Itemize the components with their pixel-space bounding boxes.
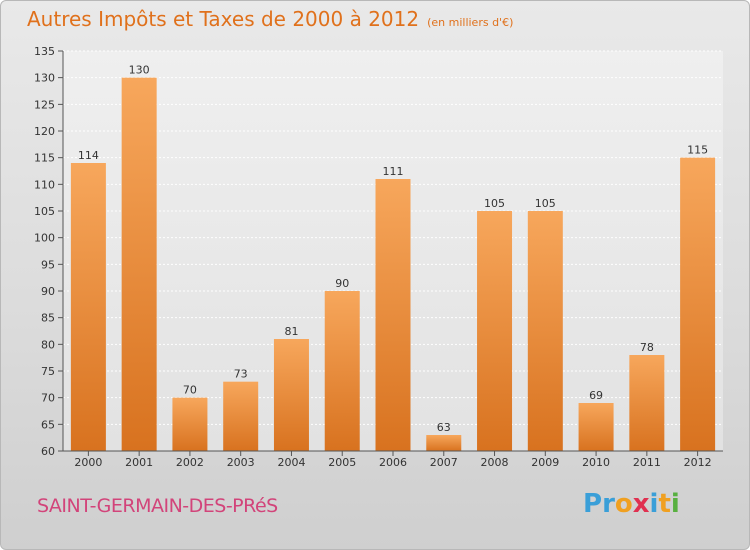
- value-label-2005: 90: [335, 277, 349, 290]
- value-label-2010: 69: [589, 389, 603, 402]
- bar-2009: [527, 211, 563, 451]
- x-tick-label-2001: 2001: [125, 456, 153, 469]
- y-axis: 60 65 70 75 80 85 90 95 100 105 110 115 120 125 130 135: [34, 45, 64, 458]
- logo-letter: i: [670, 489, 680, 519]
- bar-2008: [477, 211, 513, 451]
- y-tick-label: 75: [41, 365, 55, 378]
- x-axis: 2000 2001 2002 2003 2004 2005 2006 2007 2008 2009…: [63, 450, 723, 469]
- value-label-2012: 115: [687, 144, 708, 157]
- bar-2005: [324, 291, 360, 451]
- title-text: Autres Impôts et Taxes de 2000 à 2012: [27, 7, 420, 31]
- x-tick-label-2005: 2005: [328, 456, 356, 469]
- logo-letter: o: [614, 489, 633, 519]
- bar-2011: [629, 355, 665, 451]
- x-tick-label-2006: 2006: [379, 456, 407, 469]
- x-tick-label-2000: 2000: [74, 456, 102, 469]
- y-tick-label: 90: [41, 285, 55, 298]
- chart-title: Autres Impôts et Taxes de 2000 à 2012 (en…: [27, 7, 513, 31]
- x-tick-label-2003: 2003: [227, 456, 255, 469]
- y-tick-label: 125: [34, 98, 55, 111]
- logo-letter: r: [602, 489, 615, 519]
- y-tick-label: 100: [34, 232, 55, 245]
- value-label-2002: 70: [183, 384, 197, 397]
- proxiti-logo[interactable]: Proxiti: [583, 489, 680, 519]
- y-tick-label: 85: [41, 312, 55, 325]
- value-label-2004: 81: [284, 325, 298, 338]
- commune-name: SAINT-GERMAIN-DES-PRéS: [37, 495, 278, 517]
- bar-2004: [273, 339, 309, 451]
- x-tick-label-2012: 2012: [684, 456, 712, 469]
- bar-2001: [121, 77, 157, 452]
- bar-2000: [70, 163, 106, 451]
- y-tick-label: 60: [41, 445, 55, 458]
- logo-letter: t: [658, 489, 671, 519]
- bars: 114 130 70 73 81 90 111 63 105 105 69 78 115: [70, 64, 716, 452]
- y-tick-label: 95: [41, 258, 55, 271]
- logo-letter: P: [583, 489, 603, 519]
- x-tick-label-2009: 2009: [531, 456, 559, 469]
- y-tick-label: 65: [41, 418, 55, 431]
- value-label-2006: 111: [383, 165, 404, 178]
- x-tick-label-2008: 2008: [481, 456, 509, 469]
- logo-letter: x: [632, 489, 650, 519]
- bar-2006: [375, 179, 411, 451]
- bar-2003: [223, 381, 259, 451]
- x-tick-label-2007: 2007: [430, 456, 458, 469]
- y-tick-label: 120: [34, 125, 55, 138]
- value-label-2009: 105: [535, 197, 556, 210]
- bar-2010: [578, 403, 614, 451]
- value-label-2001: 130: [129, 64, 150, 77]
- value-label-2003: 73: [234, 368, 248, 381]
- value-label-2000: 114: [78, 149, 99, 162]
- x-tick-label-2011: 2011: [633, 456, 661, 469]
- x-tick-label-2010: 2010: [582, 456, 610, 469]
- bar-2002: [172, 397, 208, 451]
- y-tick-label: 80: [41, 338, 55, 351]
- x-tick-label-2002: 2002: [176, 456, 204, 469]
- value-label-2007: 63: [437, 421, 451, 434]
- y-tick-label: 70: [41, 392, 55, 405]
- unit-note: (en milliers d'€): [427, 16, 514, 29]
- y-tick-label: 130: [34, 72, 55, 85]
- y-tick-label: 105: [34, 205, 55, 218]
- y-tick-label: 135: [34, 45, 55, 58]
- logo-letter: i: [649, 489, 659, 519]
- value-label-2008: 105: [484, 197, 505, 210]
- value-label-2011: 78: [640, 341, 654, 354]
- bar-2012: [680, 157, 716, 451]
- y-tick-label: 110: [34, 178, 55, 191]
- x-tick-label-2004: 2004: [277, 456, 305, 469]
- y-tick-label: 115: [34, 152, 55, 165]
- bar-2007: [426, 435, 462, 451]
